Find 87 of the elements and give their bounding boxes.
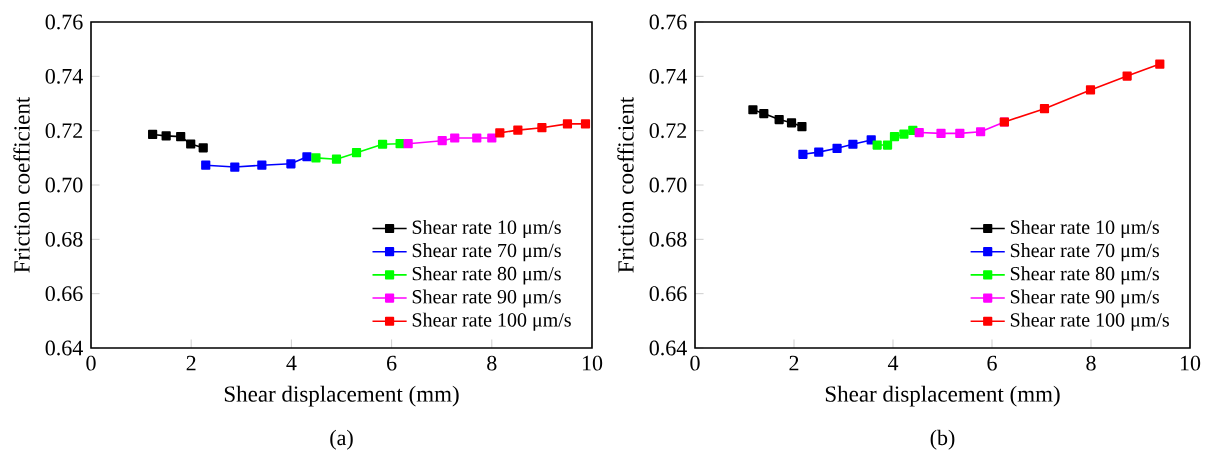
point [495,128,505,138]
x-tick-label: 8 [487,355,497,371]
x-tick-label: 10 [582,355,603,371]
y-tick-label: 0.72 [649,123,687,139]
y-tick-label: 0.66 [45,286,83,302]
point [201,160,211,170]
point [351,148,362,158]
y-tick-label: 0.64 [45,340,83,356]
x-axis-title: Shear displacement (mm) [224,385,459,407]
x-tick-label: 4 [887,355,899,371]
point [882,140,893,150]
x-tick-label: 2 [789,355,799,371]
point [230,162,240,172]
point [403,139,413,149]
point [286,159,296,169]
legend-label: Shear rate 10 μm/s [1010,219,1159,239]
legend-label: Shear rate 90 μm/s [412,289,561,308]
point [936,128,946,138]
point [1155,59,1165,69]
point [186,139,196,149]
point [798,149,808,159]
point [580,119,591,129]
legend-label: Shear rate 70 μm/s [1010,243,1159,262]
point [537,123,547,133]
point [176,132,186,142]
y-tick-label: 0.68 [649,231,687,247]
y-tick-label: 0.76 [45,14,83,30]
point [976,127,986,137]
point [472,133,482,143]
y-tick-label: 0.74 [45,68,83,84]
x-tick-label: 2 [186,355,196,371]
point [257,160,267,170]
point [311,153,321,163]
x-tick-label: 0 [690,355,700,371]
y-axis-title: Friction coefficient [617,96,634,273]
point [786,118,797,128]
y-tick-label: 0.72 [45,123,83,139]
point [889,132,900,142]
y-tick-label: 0.74 [649,68,687,84]
y-tick-label: 0.70 [45,177,83,193]
point [331,154,342,164]
point [814,147,824,157]
point [774,114,784,125]
point [914,127,924,138]
point [872,140,882,150]
point [832,143,842,153]
point [513,125,523,135]
legend-label: Shear rate 90 μm/s [1010,289,1159,308]
point [450,133,460,143]
point [437,136,447,146]
x-tick-label: 8 [1086,355,1096,371]
legend-label: Shear rate 80 μm/s [1010,266,1159,285]
x-tick-label: 6 [387,355,397,371]
point [1085,85,1096,95]
x-tick-label: 6 [987,355,997,371]
point [377,139,388,149]
y-tick-label: 0.64 [649,340,687,356]
legend-label: Shear rate 10 μm/s [412,219,561,239]
y-tick-label: 0.66 [649,286,687,302]
point [797,122,807,132]
point [148,129,158,140]
legend-label: Shear rate 100 μm/s [412,312,571,331]
text: (b) [930,429,955,450]
point [562,119,573,129]
point [1039,104,1050,114]
point [899,129,909,139]
point [302,152,312,162]
point [198,143,208,153]
point [487,133,497,143]
point [759,108,769,119]
x-tick-label: 10 [1180,355,1201,371]
text: (a) [330,429,353,450]
legend-label: Shear rate 70 μm/s [412,243,561,262]
x-tick-label: 4 [286,355,297,371]
point [748,105,758,115]
y-axis-title: Friction coefficient [13,96,30,273]
x-tick-label: 0 [86,355,96,371]
y-tick-label: 0.70 [649,177,687,193]
y-tick-label: 0.68 [45,231,83,247]
legend-label: Shear rate 100 μm/s [1010,312,1169,331]
point [955,128,965,138]
y-tick-label: 0.76 [649,14,687,30]
point [848,139,858,149]
point [161,131,171,141]
point [1122,71,1132,81]
legend-label: Shear rate 80 μm/s [412,266,561,285]
x-axis-title: Shear displacement (mm) [825,385,1060,407]
